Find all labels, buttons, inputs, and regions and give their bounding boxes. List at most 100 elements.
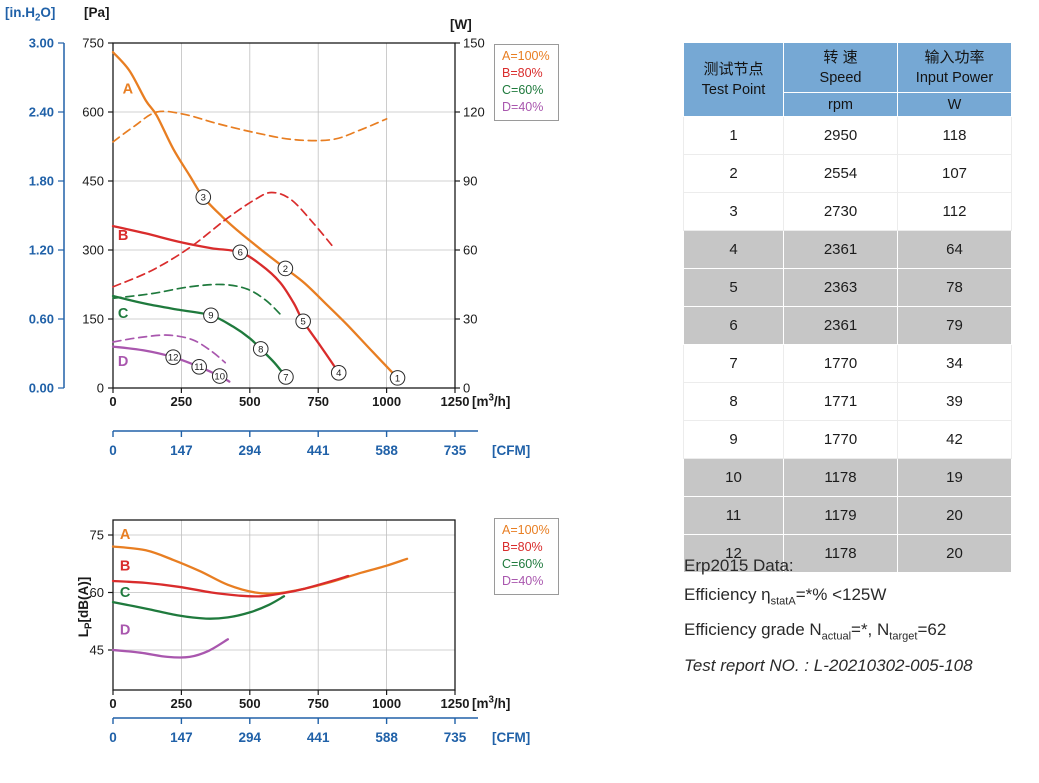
svg-text:0: 0 bbox=[463, 381, 470, 396]
power-cell: 39 bbox=[897, 382, 1012, 421]
test-point-marker bbox=[195, 189, 212, 205]
table-row: 7 1770 34 bbox=[683, 344, 1012, 383]
svg-text:10: 10 bbox=[214, 371, 225, 382]
svg-text:294: 294 bbox=[239, 730, 262, 745]
legend-item: C=60% bbox=[502, 83, 544, 97]
test-point-cell: 8 bbox=[683, 382, 784, 421]
pressure-power-chart: 0 250 500 750 1000 12500150300450600750030609… bbox=[5, 5, 530, 458]
svg-text:A: A bbox=[120, 527, 131, 543]
svg-text:294: 294 bbox=[239, 443, 262, 458]
power-cell: 19 bbox=[897, 458, 1012, 497]
table-row: 5 2363 78 bbox=[683, 268, 1012, 307]
speed-cell: 1178 bbox=[783, 458, 898, 497]
svg-text:B: B bbox=[120, 558, 130, 574]
header-speed-en: Speed bbox=[819, 70, 862, 86]
erp-grade-line: Efficiency grade Nactual=*, Ntarget=62 bbox=[684, 620, 973, 646]
svg-text:6: 6 bbox=[238, 248, 243, 259]
test-point-marker bbox=[252, 341, 269, 357]
svg-text:500: 500 bbox=[239, 696, 261, 711]
speed-cell: 2361 bbox=[783, 306, 898, 345]
svg-text:[m3/h]: [m3/h] bbox=[472, 695, 510, 712]
test-point-marker bbox=[277, 260, 294, 277]
table-row: 4 2361 64 bbox=[683, 230, 1012, 269]
svg-text:3.00: 3.00 bbox=[29, 36, 54, 51]
svg-text:250: 250 bbox=[171, 394, 193, 409]
svg-text:[W]: [W] bbox=[450, 17, 472, 32]
svg-text:90: 90 bbox=[463, 174, 477, 189]
erp-text-part: =*, N bbox=[851, 620, 890, 640]
svg-text:1000: 1000 bbox=[372, 696, 401, 711]
svg-text:8: 8 bbox=[258, 344, 263, 355]
svg-text:450: 450 bbox=[82, 174, 104, 189]
svg-text:11: 11 bbox=[194, 362, 204, 373]
noise-chart: 0 250 500 750 1000 1250 45 60 75 LP[dB(A)] ABC D 0 14… bbox=[76, 519, 530, 745]
svg-text:441: 441 bbox=[307, 730, 330, 745]
test-point-marker bbox=[330, 365, 347, 381]
test-point-marker bbox=[295, 313, 311, 330]
svg-text:600: 600 bbox=[82, 105, 104, 120]
power-cell: 20 bbox=[897, 496, 1012, 535]
test-point-marker bbox=[278, 369, 294, 385]
svg-text:[in.H2O]: [in.H2O] bbox=[5, 5, 55, 24]
header-test-point-en: Test Point bbox=[701, 82, 766, 98]
erp-sub-part: actual bbox=[821, 630, 852, 643]
header-speed-unit: rpm bbox=[783, 92, 898, 117]
svg-text:9: 9 bbox=[208, 311, 213, 322]
speed-cell: 2950 bbox=[783, 116, 898, 155]
curve-b-noise bbox=[111, 574, 350, 598]
power-cell: 42 bbox=[897, 420, 1012, 459]
erp-data-block: Erp2015 Data: Efficiency ηstatA=*% <125W… bbox=[684, 556, 973, 685]
svg-text:1.20: 1.20 bbox=[29, 243, 54, 258]
legend-item: B=80% bbox=[502, 66, 543, 80]
svg-text:1: 1 bbox=[395, 373, 400, 384]
svg-text:300: 300 bbox=[82, 243, 104, 258]
svg-text:B: B bbox=[118, 228, 128, 244]
speed-cell: 2361 bbox=[783, 230, 898, 269]
test-point-marker bbox=[165, 349, 181, 365]
header-power: 输入功率 Input Power bbox=[897, 42, 1012, 93]
curve-c-noise bbox=[111, 595, 286, 620]
svg-text:3: 3 bbox=[201, 193, 206, 204]
erp-text-part: Efficiency η bbox=[684, 585, 771, 604]
svg-text:735: 735 bbox=[444, 730, 467, 745]
test-report-number: Test report NO. : L-20210302-005-108 bbox=[684, 655, 973, 675]
header-power-en: Input Power bbox=[915, 70, 994, 86]
svg-text:2: 2 bbox=[283, 264, 288, 275]
svg-text:735: 735 bbox=[444, 443, 467, 458]
legend-item: C=60% bbox=[502, 557, 544, 571]
table-row: 2 2554 107 bbox=[683, 154, 1012, 193]
legend-noise-chart: A=100% B=80% C=60% D=40% bbox=[494, 518, 559, 595]
svg-text:2.40: 2.40 bbox=[29, 105, 54, 120]
table-row: 12 1178 20 bbox=[683, 534, 1012, 573]
table-row: 3 2730 112 bbox=[683, 192, 1012, 231]
legend-item: D=40% bbox=[502, 100, 544, 114]
svg-text:147: 147 bbox=[170, 443, 193, 458]
speed-cell: 1771 bbox=[783, 382, 898, 421]
test-point-cell: 6 bbox=[683, 306, 784, 345]
header-test-point-zh: 测试节点 bbox=[703, 61, 764, 78]
svg-text:500: 500 bbox=[239, 394, 261, 409]
svg-text:C: C bbox=[118, 306, 129, 322]
svg-text:[m3/h]: [m3/h] bbox=[472, 393, 510, 410]
svg-text:0: 0 bbox=[109, 443, 117, 458]
erp-title: Erp2015 Data: bbox=[684, 556, 794, 575]
table-row: 1 2950 118 bbox=[683, 116, 1012, 155]
speed-cell: 1179 bbox=[783, 496, 898, 535]
svg-text:147: 147 bbox=[170, 730, 193, 745]
svg-text:0.00: 0.00 bbox=[29, 381, 54, 396]
svg-text:1250: 1250 bbox=[441, 394, 470, 409]
svg-text:1250: 1250 bbox=[441, 696, 470, 711]
test-point-cell: 4 bbox=[683, 230, 784, 269]
header-speed-zh: 转 速 bbox=[823, 49, 858, 66]
table-row: 6 2361 79 bbox=[683, 306, 1012, 345]
svg-text:[Pa]: [Pa] bbox=[84, 5, 110, 20]
power-cell: 78 bbox=[897, 268, 1012, 307]
erp-text-part: =62 bbox=[917, 620, 947, 640]
svg-text:250: 250 bbox=[171, 696, 193, 711]
header-power-zh: 输入功率 bbox=[924, 49, 985, 66]
header-power-unit: W bbox=[897, 92, 1012, 117]
test-point-marker bbox=[211, 368, 228, 384]
test-point-marker bbox=[232, 244, 249, 261]
power-cell: 112 bbox=[897, 192, 1012, 231]
erp-sub-part: statA bbox=[770, 595, 796, 608]
